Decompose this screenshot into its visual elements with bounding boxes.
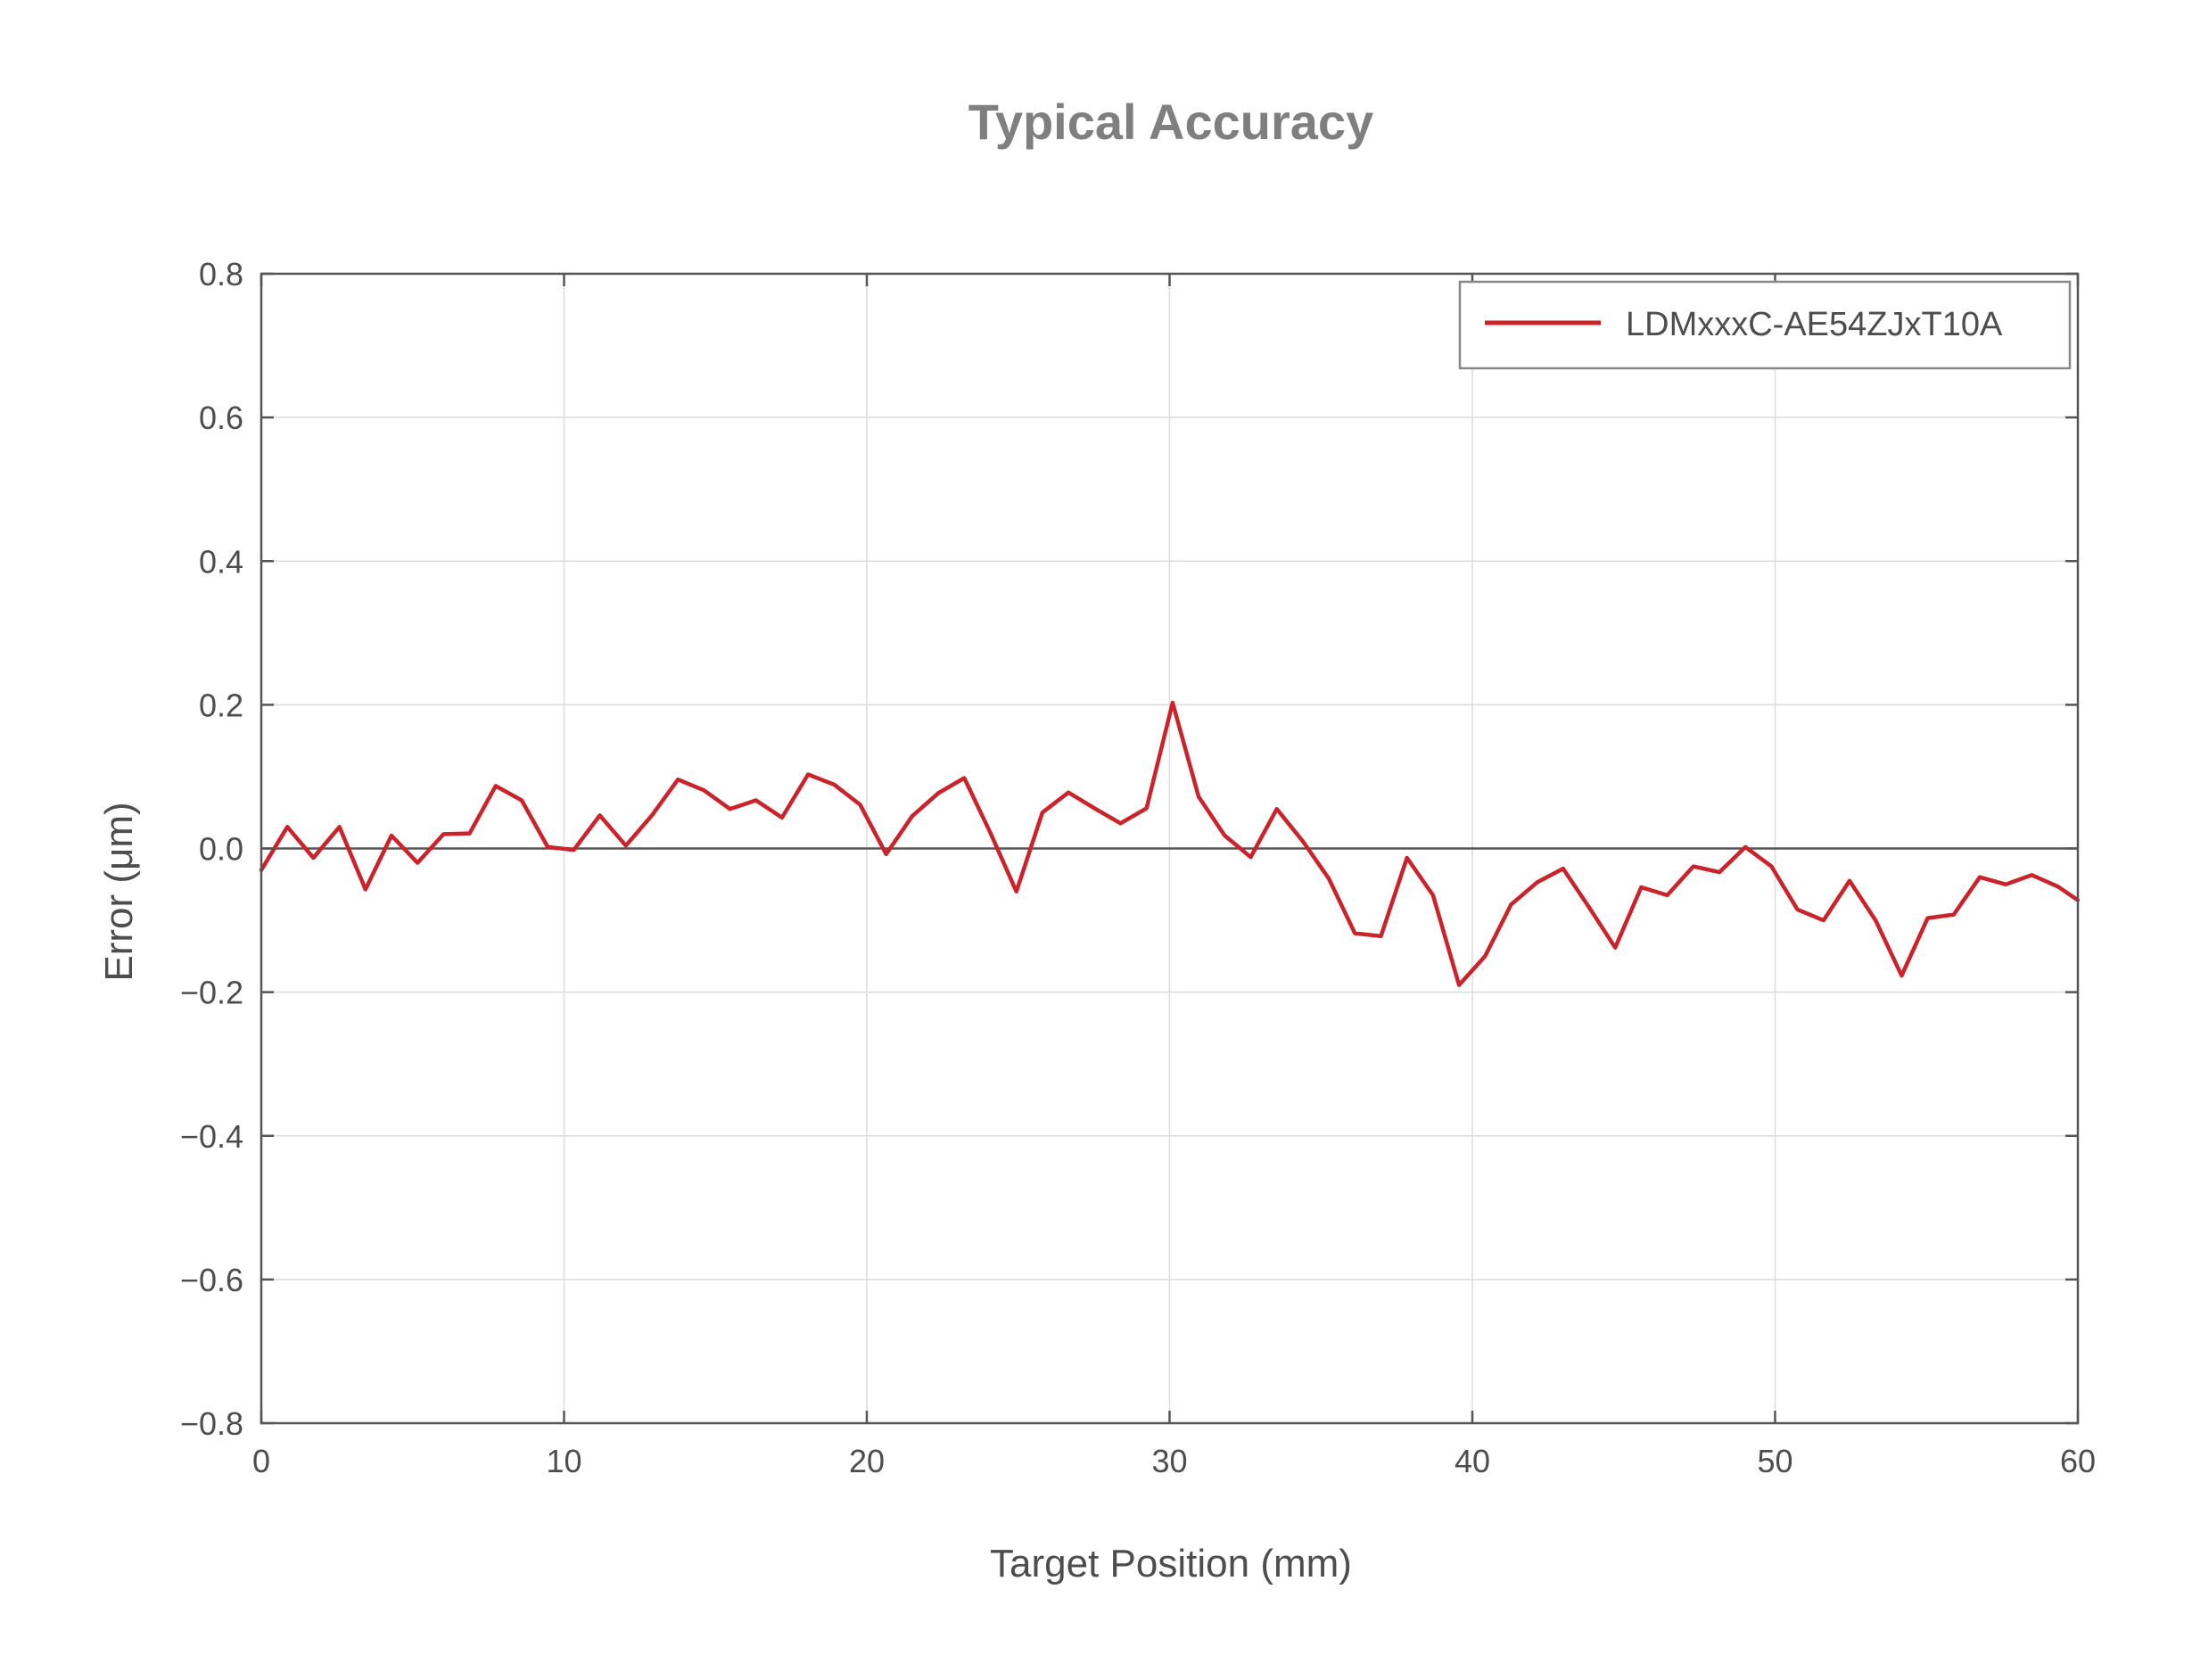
y-tick-label: 0.4 <box>199 543 243 580</box>
y-tick-label: 0.6 <box>199 399 243 436</box>
axis-ticks <box>260 272 2080 1425</box>
y-tick-labels: 0.8 0.6 0.4 0.2 0.0 −0.2 −0.4 −0.6 −0.8 <box>180 256 243 1442</box>
x-tick-label: 0 <box>252 1443 270 1479</box>
x-tick-label: 60 <box>2060 1443 2096 1479</box>
x-tick-labels: 0 10 20 30 40 50 60 <box>252 1443 2096 1479</box>
y-tick-label: 0.8 <box>199 256 243 292</box>
y-tick-label: −0.6 <box>180 1262 243 1298</box>
y-tick-label: 0.2 <box>199 687 243 723</box>
legend-label: LDMxxxC-AE54ZJxT10A <box>1626 306 2003 343</box>
series-group <box>259 700 2081 987</box>
chart-title: Typical Accuracy <box>968 94 1373 150</box>
x-tick-label: 40 <box>1454 1443 1490 1479</box>
y-tick-label: 0.0 <box>199 831 243 868</box>
x-tick-label: 10 <box>546 1443 581 1479</box>
y-tick-label: −0.8 <box>180 1405 243 1442</box>
x-tick-label: 50 <box>1757 1443 1792 1479</box>
y-tick-label: −0.4 <box>180 1118 243 1155</box>
y-tick-label: −0.2 <box>180 975 243 1011</box>
x-tick-label: 30 <box>1151 1443 1187 1479</box>
y-axis-label: Error (μm) <box>97 802 141 981</box>
series-line <box>259 700 2081 987</box>
legend: LDMxxxC-AE54ZJxT10A <box>1458 280 2072 370</box>
x-tick-label: 20 <box>849 1443 885 1479</box>
x-axis-label: Target Position (mm) <box>990 1542 1352 1585</box>
